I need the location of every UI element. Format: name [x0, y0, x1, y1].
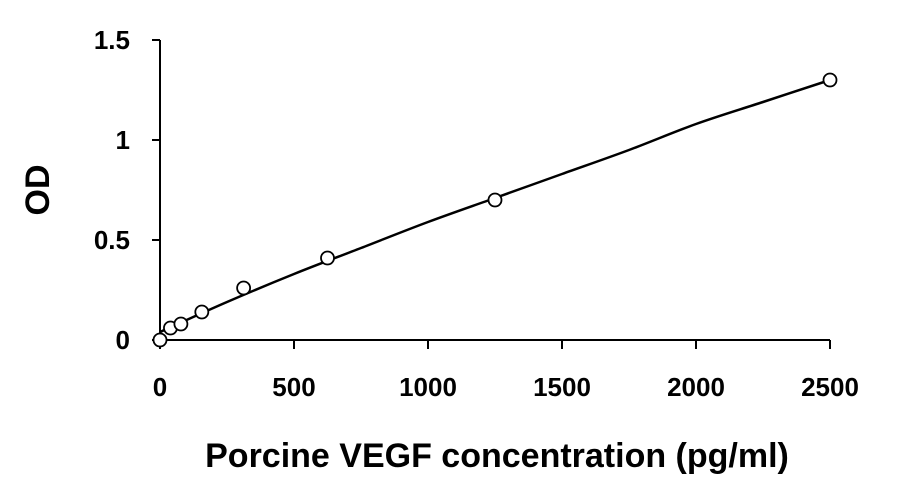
data-point	[487, 192, 503, 208]
tick-labels: 0 0.5 1 1.5 0 500 1000 1500 2000 2500	[94, 25, 859, 402]
y-tick-label: 0	[116, 325, 130, 355]
x-tick-label: 1000	[399, 372, 457, 402]
y-tick-label: 1	[116, 125, 130, 155]
data-points	[152, 72, 838, 348]
data-point	[194, 304, 210, 320]
y-tick-label: 0.5	[94, 225, 130, 255]
data-point	[152, 332, 168, 348]
data-point	[173, 316, 189, 332]
x-tick-label: 2000	[667, 372, 725, 402]
x-tick-label: 1500	[533, 372, 591, 402]
y-tick-label: 1.5	[94, 25, 130, 55]
x-tick-label: 2500	[801, 372, 859, 402]
x-tick-label: 500	[272, 372, 315, 402]
x-tick-label: 0	[153, 372, 167, 402]
y-axis-title: OD	[19, 165, 57, 216]
data-point	[236, 280, 252, 296]
data-point	[822, 72, 838, 88]
x-axis-title: Porcine VEGF concentration (pg/ml)	[205, 437, 789, 475]
axes	[153, 40, 830, 349]
data-point	[320, 250, 335, 266]
